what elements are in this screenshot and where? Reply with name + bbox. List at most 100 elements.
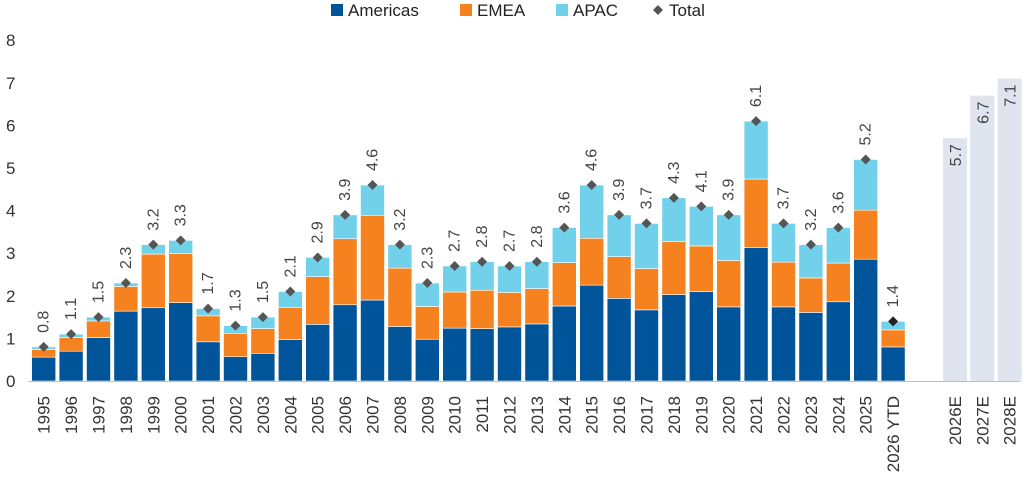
x-tick-label: 2004 [281,396,300,434]
total-marker [422,278,433,289]
x-tick-label: 1997 [90,396,109,434]
bar-segment-apac [771,223,796,263]
bar-segment-emea [579,237,605,286]
total-label: 0.8 [36,311,53,333]
bar-segment-americas [414,338,440,382]
total-label: 2.8 [529,225,546,247]
total-marker [668,192,679,203]
total-marker [586,180,597,191]
total-label: 2.1 [282,255,299,277]
bar-segment-apac [853,159,879,211]
x-tick-label: 2022 [775,396,794,434]
total-label: 3.9 [337,179,354,201]
x-tick-label: 2009 [418,396,437,434]
x-tick-label: 1999 [144,396,163,434]
x-tick-label: 2007 [364,396,383,434]
x-tick-label: 2028E [1001,396,1020,445]
bar-segment-emea [469,289,495,329]
bar-segment-americas [223,356,248,382]
y-axis: 0 1 2 3 4 5 6 7 8 [6,31,15,391]
total-marker [394,239,405,250]
bar-segment-emea [688,245,714,292]
data-labels: 0.8 1.1 1.5 2.3 3.2 3.3 1.7 1.3 1.5 2.1 2.9 3.9 4.6 3… [36,84,1020,332]
x-tick-label: 2026 YTD [884,396,903,472]
bar-segment-emea [880,329,906,348]
x-tick-label: 2018 [665,396,684,434]
bar-segment-emea [250,328,276,354]
bar-segment-emea [360,214,385,301]
bar-segment-emea [277,307,303,340]
bar-segment-americas [661,294,687,382]
y-tick-label: 4 [6,202,15,221]
bar-segment-apac [360,184,385,216]
x-tick-label: 2012 [501,396,520,434]
bar-segment-americas [442,327,468,382]
total-marker [504,260,515,271]
legend-swatch-americas [331,4,343,16]
total-label: 1.3 [228,289,245,311]
x-tick-label: 2026E [946,396,965,445]
total-marker [120,278,131,289]
x-tick-label: 2027E [973,396,992,445]
total-marker [696,201,707,212]
x-tick-label: 2021 [747,396,766,434]
x-tick-label: 2013 [528,396,547,434]
bar-segment-americas [277,339,303,382]
estimate-label: 5.7 [948,144,965,166]
y-tick-label: 8 [6,31,15,50]
total-label: 3.2 [392,208,409,230]
bar-segment-emea [195,315,221,343]
x-tick-label: 1996 [62,396,81,434]
x-tick-label: 2001 [199,396,218,434]
bar-segment-emea [661,241,687,295]
bar-segment-emea [305,276,331,325]
x-tick-label: 2020 [720,396,739,434]
total-label: 4.1 [693,170,710,192]
bar-segment-emea [58,337,84,352]
bar-segment-americas [880,346,906,382]
estimate-label: 7.1 [1003,84,1020,106]
bar-segment-americas [798,312,824,382]
total-label: 4.6 [584,149,601,171]
total-label: 3.9 [611,179,628,201]
bar-segment-americas [771,306,796,382]
total-marker [860,154,871,165]
total-label: 2.3 [118,247,135,269]
bar-segment-apac [661,197,687,242]
x-tick-label: 2008 [391,396,410,434]
total-label: 1.1 [63,298,80,320]
bar-segment-americas [360,299,385,382]
x-tick-label: 2015 [583,396,602,434]
bar-segment-americas [58,350,84,382]
bar-segment-americas [743,247,769,382]
bar-segment-apac [551,227,577,263]
bar-segment-emea [606,256,632,299]
bar-segment-apac [743,120,769,180]
total-marker [230,320,241,331]
total-label: 5.2 [858,123,875,145]
x-tick-label: 2010 [446,396,465,434]
legend-label-emea: EMEA [477,1,526,20]
x-tick-label: 2016 [610,396,629,434]
bar-segment-emea [716,260,742,308]
total-marker [723,209,734,220]
x-axis: 1995 1996 1997 1998 1999 2000 2001 2002 2003 2004… [28,381,1020,472]
legend-label-apac: APAC [573,1,618,20]
bar-segment-americas [634,309,659,382]
bar-segment-americas [387,326,413,382]
bar-segment-americas [86,337,111,382]
total-marker [641,218,652,229]
total-marker [614,209,625,220]
x-tick-label: 2002 [227,396,246,434]
total-marker [778,218,789,229]
bar-segment-americas [688,291,714,382]
legend-swatch-apac [556,4,568,16]
total-label: 3.6 [556,191,573,213]
total-marker [175,235,186,246]
total-marker [888,316,899,327]
total-label: 6.1 [748,85,765,107]
bar-segment-emea [86,320,111,338]
bar-segment-apac [634,223,659,269]
estimate-label: 6.7 [975,101,992,123]
